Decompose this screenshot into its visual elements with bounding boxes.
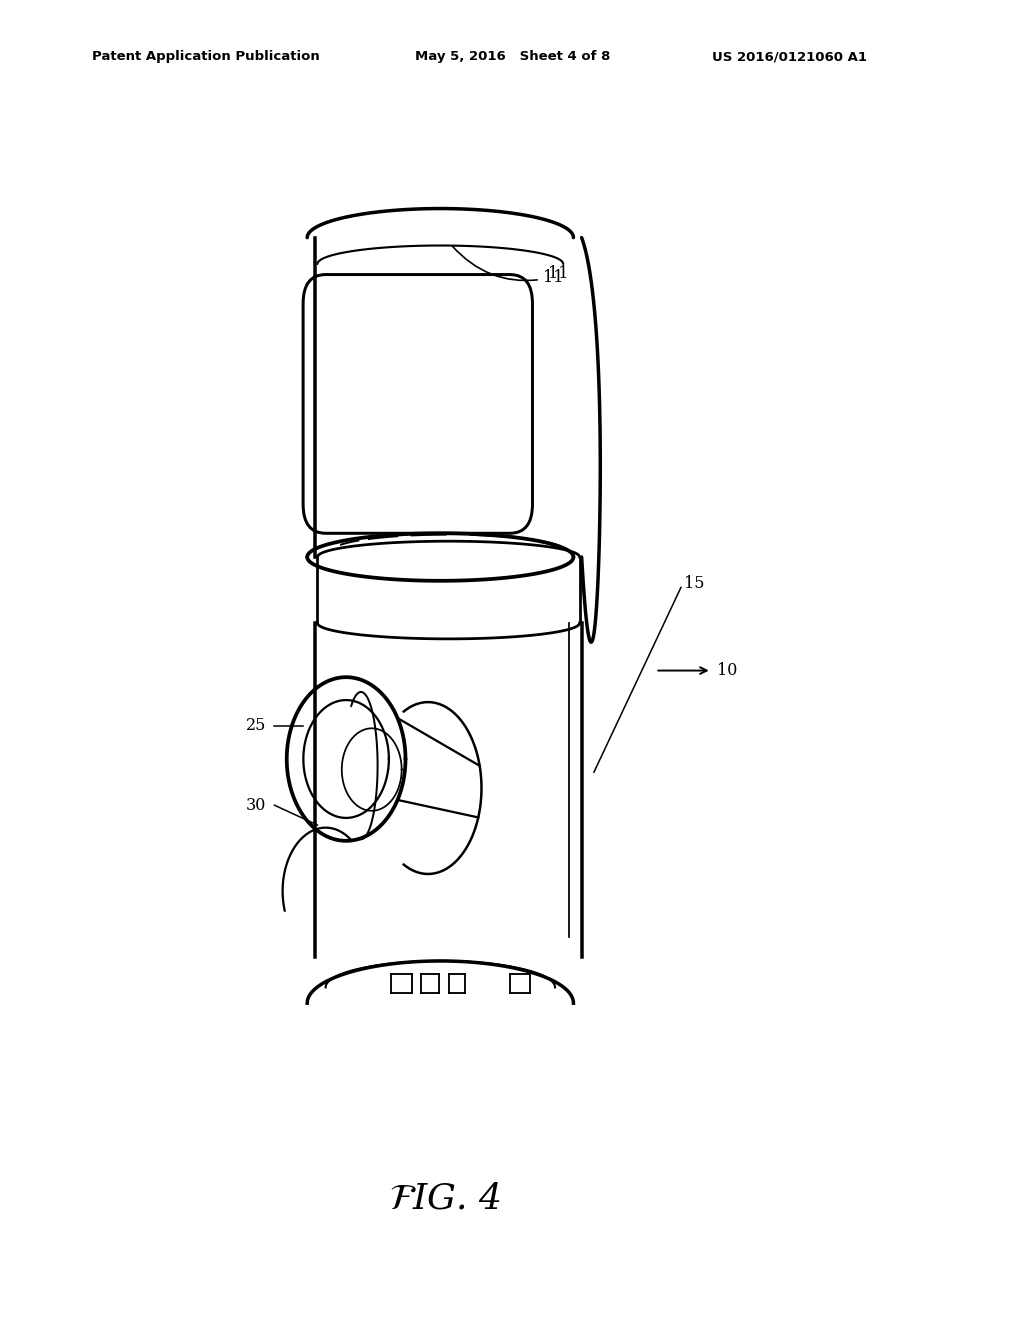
Text: US 2016/0121060 A1: US 2016/0121060 A1 (712, 50, 866, 63)
Text: 11: 11 (453, 247, 563, 285)
Text: $\mathcal{F}$IG. 4: $\mathcal{F}$IG. 4 (389, 1181, 502, 1216)
Text: 15: 15 (684, 576, 705, 591)
Text: 11: 11 (548, 265, 568, 281)
Text: 10: 10 (717, 663, 737, 678)
Text: May 5, 2016   Sheet 4 of 8: May 5, 2016 Sheet 4 of 8 (415, 50, 610, 63)
Text: Patent Application Publication: Patent Application Publication (92, 50, 319, 63)
Text: 30: 30 (246, 797, 266, 813)
Text: 25: 25 (246, 718, 266, 734)
